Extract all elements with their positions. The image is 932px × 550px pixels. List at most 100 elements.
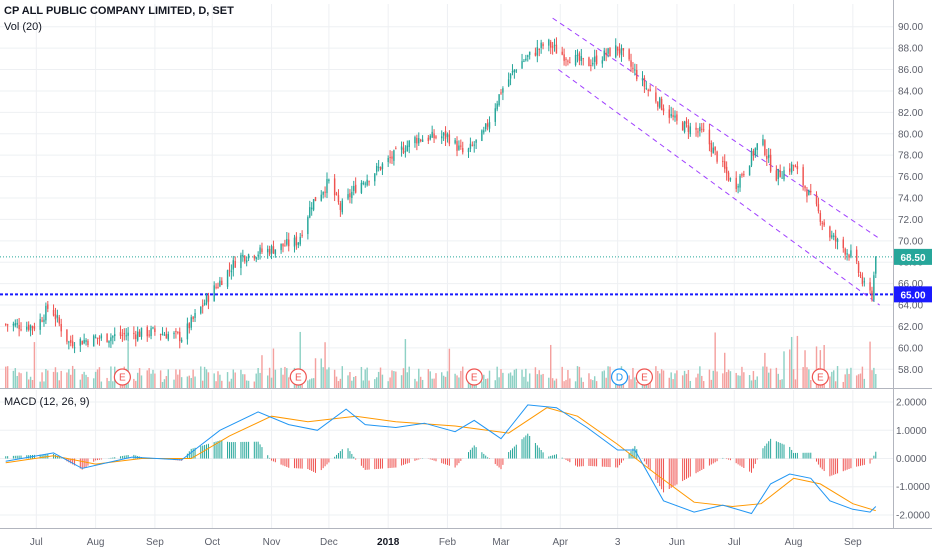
price-tick-label: 72.00 xyxy=(898,215,923,226)
candle-body xyxy=(419,139,422,141)
macd-tick-label: 1.0000 xyxy=(896,426,927,437)
candle-body xyxy=(377,166,380,168)
chart-title: CP ALL PUBLIC COMPANY LIMITED, D, SET xyxy=(4,5,234,17)
volume-bar xyxy=(869,341,871,388)
candle-body xyxy=(649,89,651,92)
candle-body xyxy=(16,323,18,325)
volume-bar xyxy=(458,377,460,388)
price-tick-label: 90.00 xyxy=(898,22,923,33)
candle-body xyxy=(462,148,464,153)
volume-bar xyxy=(565,379,567,388)
volume-bar xyxy=(179,369,181,388)
candle-body xyxy=(781,177,783,179)
candle-body xyxy=(309,207,311,218)
volume-bar xyxy=(245,380,248,388)
volume-bar xyxy=(454,373,456,388)
volume-bar xyxy=(395,371,397,388)
volume-bar xyxy=(255,373,257,388)
candle-body xyxy=(762,138,764,145)
volume-bar xyxy=(427,369,430,388)
volume-bar xyxy=(200,366,202,388)
candle-body xyxy=(213,285,215,302)
candle-body xyxy=(152,327,154,329)
candle-body xyxy=(636,69,638,80)
volume-bar xyxy=(431,378,433,388)
volume-bar xyxy=(400,375,403,388)
volume-bar xyxy=(106,377,108,388)
candle-body xyxy=(295,236,298,246)
volume-bar xyxy=(268,367,271,388)
candle-body xyxy=(634,69,636,71)
candle-body xyxy=(710,143,713,153)
candle-body xyxy=(536,47,539,56)
candle-body xyxy=(259,247,261,254)
candle-body xyxy=(253,255,256,259)
volume-bar xyxy=(750,380,753,388)
candle-body xyxy=(458,145,460,150)
candle-body xyxy=(366,179,368,186)
candle-body xyxy=(528,51,531,55)
volume-bar xyxy=(54,367,57,388)
candle-body xyxy=(286,239,288,245)
volume-bar xyxy=(52,371,55,388)
volume-bar xyxy=(861,366,864,388)
candle-body xyxy=(605,52,607,56)
grid xyxy=(0,0,932,529)
candle-body xyxy=(293,237,296,247)
volume-bar xyxy=(188,375,191,388)
volume-bar xyxy=(588,373,590,388)
candle-body xyxy=(735,177,737,189)
volume-bar xyxy=(393,371,395,388)
volume-bar xyxy=(502,372,504,388)
candle-body xyxy=(341,200,344,213)
candle-body xyxy=(43,319,45,322)
volume-bar xyxy=(203,366,206,388)
volume-bar xyxy=(735,372,737,388)
volume-bar xyxy=(322,367,324,388)
volume-bar xyxy=(177,374,179,388)
candle-body xyxy=(79,339,82,346)
volume-bar xyxy=(433,378,435,388)
volume-bar xyxy=(406,372,409,388)
channel-lower-line xyxy=(558,69,880,306)
candle-body xyxy=(39,319,41,330)
candle-body xyxy=(167,334,169,340)
volume-bar xyxy=(110,366,112,388)
candle-body xyxy=(375,165,378,172)
volume-bar xyxy=(221,380,223,388)
volume-bar xyxy=(722,373,724,388)
volume-bar xyxy=(16,375,18,388)
volume-bar xyxy=(205,369,208,388)
volume-bar xyxy=(421,379,424,388)
candle-body xyxy=(337,195,340,203)
candle-body xyxy=(320,194,322,201)
candle-body xyxy=(205,294,208,304)
volume-bar xyxy=(668,377,670,388)
earnings-marker xyxy=(811,368,829,386)
candle-body xyxy=(136,331,139,341)
volume-bar xyxy=(863,378,866,388)
volume-bar xyxy=(6,366,9,388)
volume-bar xyxy=(154,373,156,388)
volume-bar xyxy=(45,369,47,388)
candle-body xyxy=(228,269,231,271)
candle-body xyxy=(70,339,72,343)
volume-bar xyxy=(375,377,378,388)
macd-panel xyxy=(5,404,877,515)
volume-bar xyxy=(324,342,326,388)
volume-bar xyxy=(418,368,420,388)
candle-body xyxy=(542,43,544,47)
candle-body xyxy=(819,213,822,222)
volume-bar xyxy=(81,374,83,388)
candle-body xyxy=(163,334,166,336)
candle-body xyxy=(792,165,795,167)
candle-body xyxy=(618,49,621,54)
price-tick-label: 86.00 xyxy=(898,65,923,76)
volume-bar xyxy=(683,370,686,388)
time-tick-label: Jun xyxy=(669,537,685,548)
candle-body xyxy=(593,56,596,62)
candle-body xyxy=(727,172,730,181)
volume-bar xyxy=(756,376,758,388)
volume-bar xyxy=(848,373,850,388)
